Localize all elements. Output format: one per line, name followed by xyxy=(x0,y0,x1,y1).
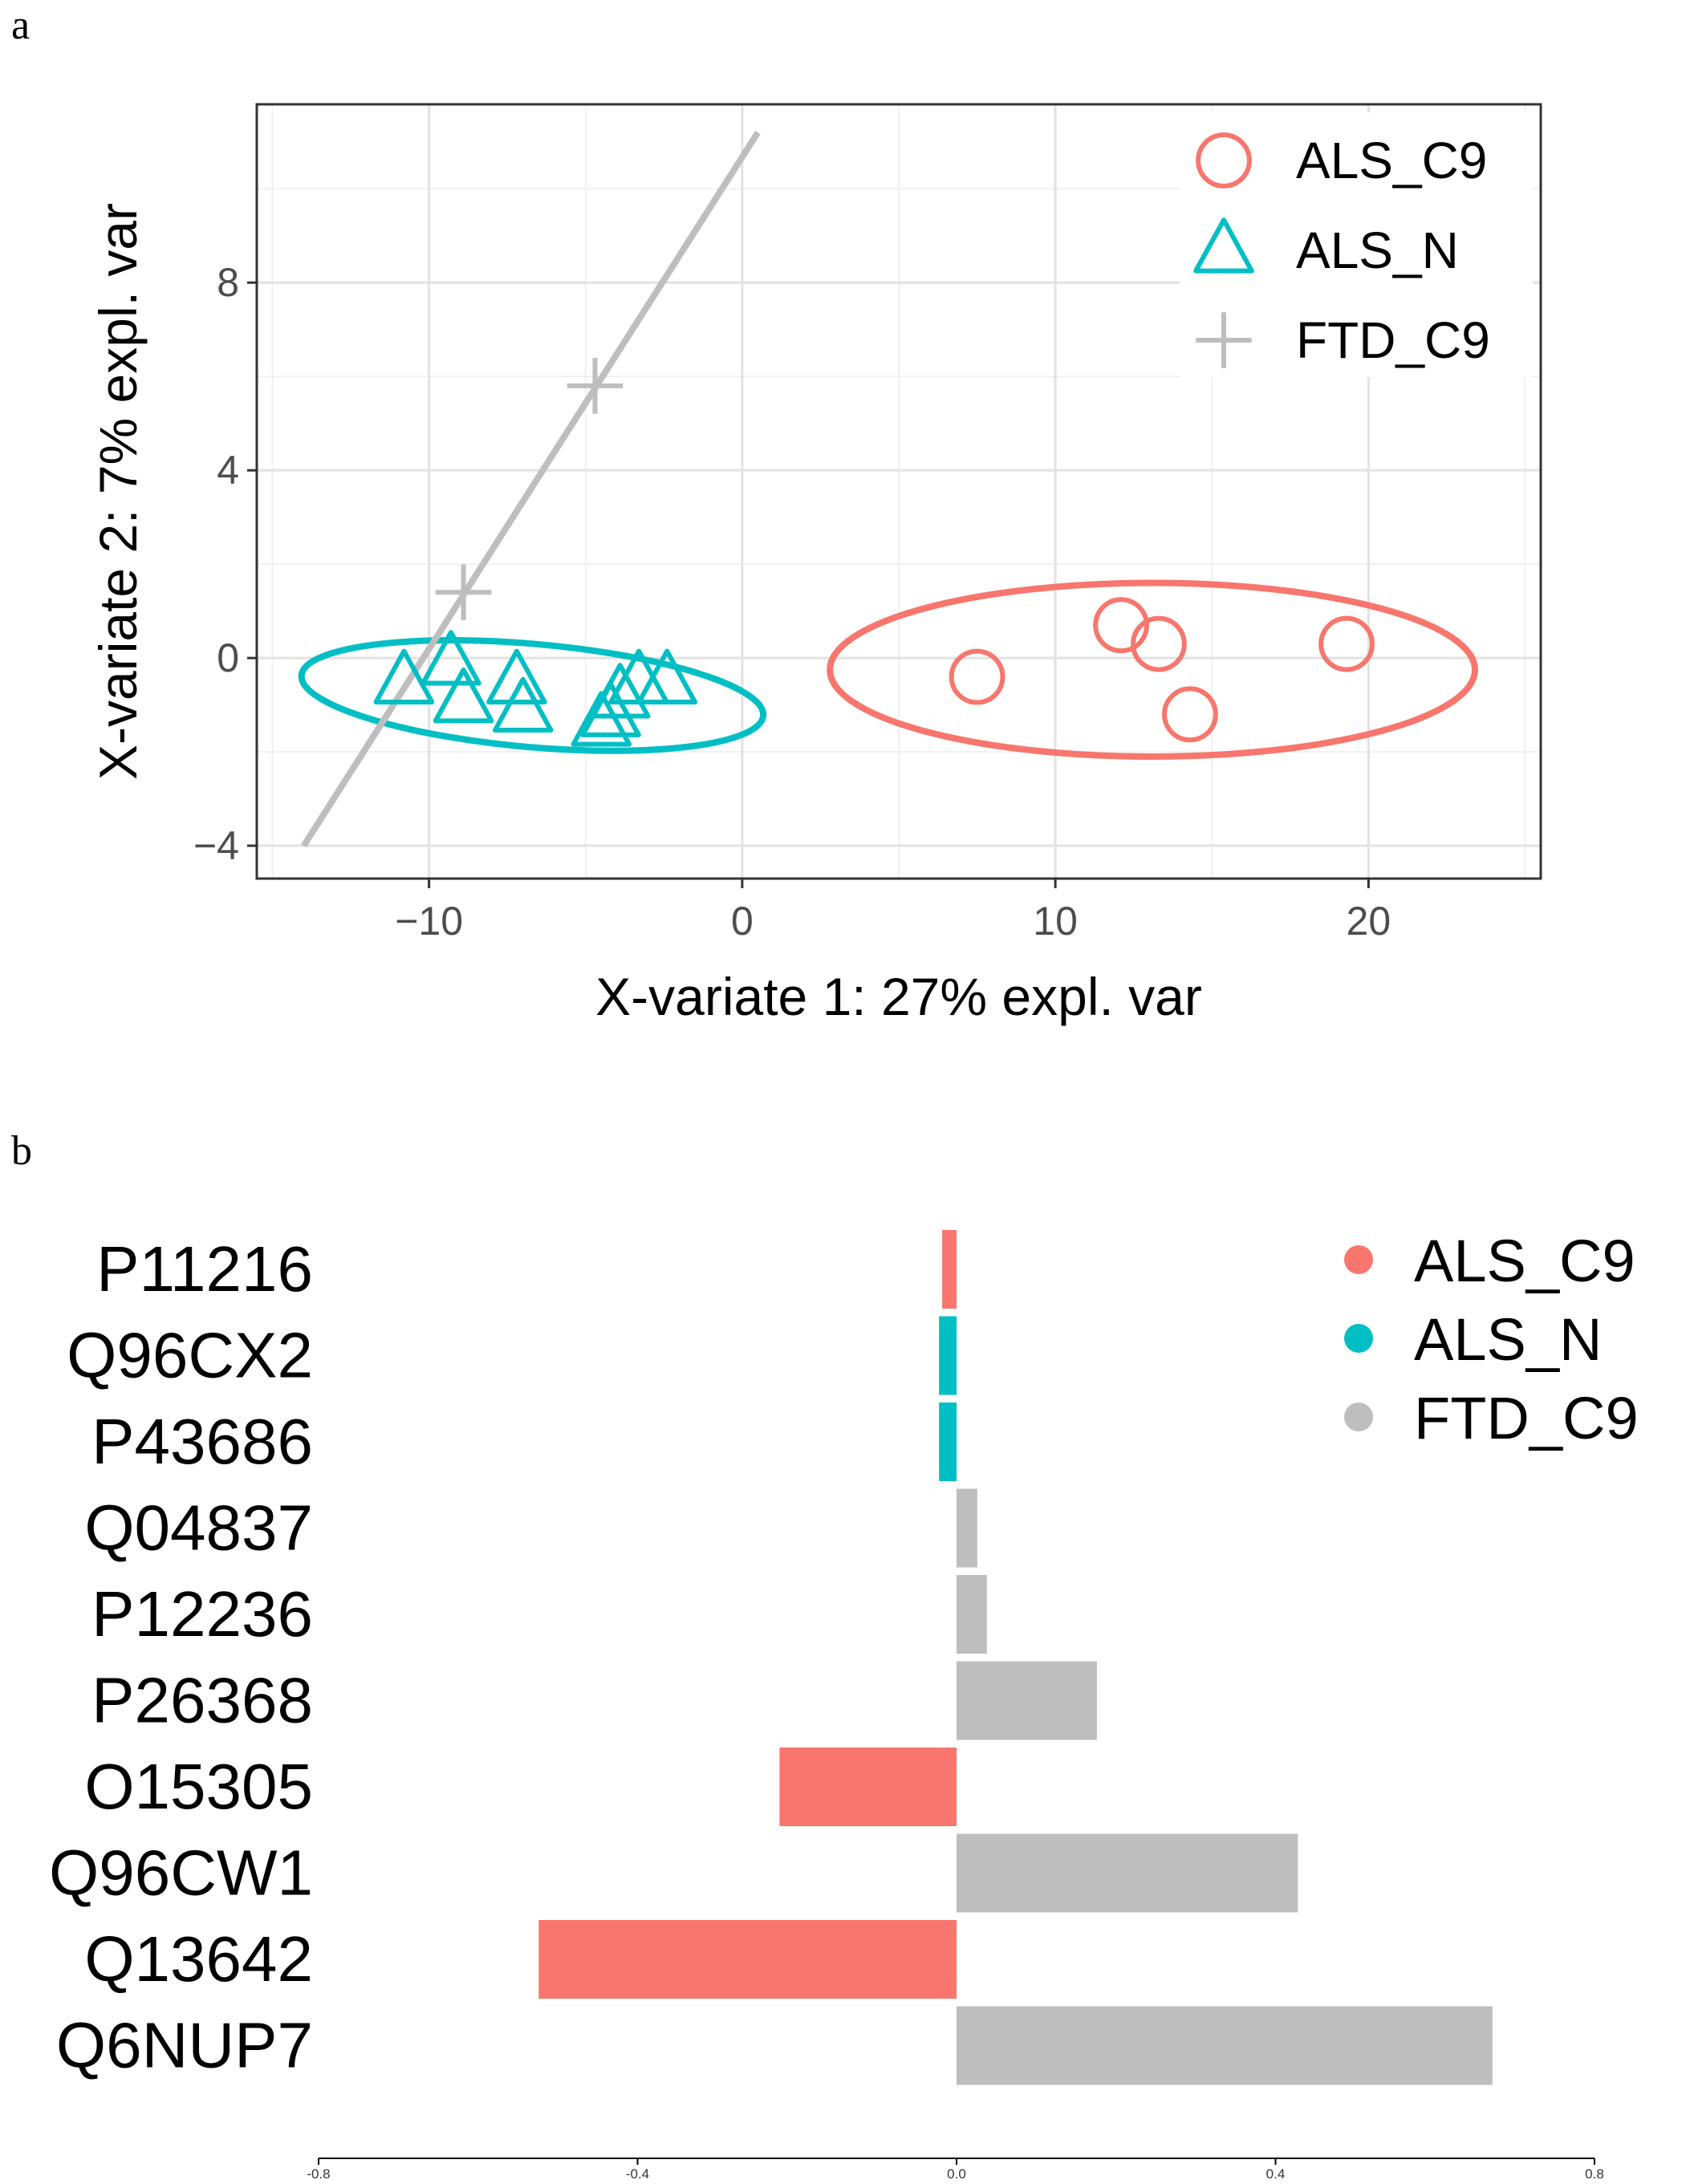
legend-label-als-c9: ALS_C9 xyxy=(1414,1228,1635,1294)
legend-label-ftd-c9: FTD_C9 xyxy=(1296,311,1490,369)
y-tick-label: −4 xyxy=(193,823,239,868)
category-label: Q96CW1 xyxy=(49,1837,313,1909)
bar-q96cx2 xyxy=(939,1316,957,1395)
data-point xyxy=(486,648,547,704)
legend: ALS_C9 ALS_N FTD_C9 xyxy=(1344,1228,1639,1451)
panel-a-label: a xyxy=(11,2,30,48)
category-label: P26368 xyxy=(91,1665,313,1736)
x-tick-label: 0 xyxy=(731,899,754,944)
data-point xyxy=(492,676,554,733)
data-point xyxy=(420,630,481,686)
y-tick-label: 4 xyxy=(217,448,239,493)
x-tick-label: −10 xyxy=(395,899,463,944)
data-point xyxy=(636,648,698,704)
data-point xyxy=(571,691,632,747)
bar-p11216 xyxy=(942,1230,957,1309)
ellipse-als-c9 xyxy=(827,579,1479,760)
bar-q96cw1 xyxy=(957,1833,1298,1913)
legend-dot-als-n xyxy=(1344,1324,1373,1353)
bar-o15305 xyxy=(779,1748,957,1826)
bar-p43686 xyxy=(939,1403,957,1481)
y-axis-title: X-variate 2: 7% expl. var xyxy=(88,203,148,780)
data-point xyxy=(435,564,492,621)
y-tick-label: 8 xyxy=(217,260,239,305)
data-point xyxy=(1318,615,1375,672)
fit-line-ftd-c9 xyxy=(301,130,761,848)
legend-label-als-n: ALS_N xyxy=(1296,221,1459,279)
category-label: P43686 xyxy=(91,1406,313,1477)
bars xyxy=(538,1230,1493,2085)
data-point xyxy=(433,667,494,724)
category-label: P11216 xyxy=(96,1233,313,1305)
ellipse-als-n xyxy=(298,637,767,754)
data-point xyxy=(589,663,651,719)
panel-b-label: b xyxy=(11,1128,32,1174)
data-point xyxy=(373,648,435,704)
plot-border xyxy=(255,103,1542,880)
x-tick-label: 0.0 xyxy=(947,2166,966,2182)
legend-label-als-n: ALS_N xyxy=(1414,1306,1602,1373)
data-point xyxy=(1162,686,1218,743)
x-tick-label: 10 xyxy=(1033,899,1078,944)
series-als-n xyxy=(373,630,698,747)
data-point xyxy=(1131,615,1187,672)
category-label: P12236 xyxy=(91,1578,313,1650)
legend-key-als-n xyxy=(1193,217,1254,274)
x-tick-label: -0.8 xyxy=(307,2166,330,2182)
y-tick-label: 0 xyxy=(217,635,239,680)
x-axis-title: X-variate 1: 27% expl. var xyxy=(595,967,1202,1026)
series-ftd-c9 xyxy=(435,358,624,621)
category-label: Q13642 xyxy=(84,1923,313,1995)
x-tick-label: 0.8 xyxy=(1585,2166,1604,2182)
legend-key-ftd-c9 xyxy=(1196,312,1252,368)
legend-dot-als-c9 xyxy=(1344,1245,1373,1274)
category-label: Q04837 xyxy=(84,1492,313,1564)
category-label: O15305 xyxy=(84,1751,313,1822)
legend: ALS_C9 ALS_N FTD_C9 xyxy=(1180,112,1533,377)
bar-q6nup7 xyxy=(957,2006,1493,2085)
category-label: Q6NUP7 xyxy=(56,2010,313,2081)
data-point xyxy=(949,648,1006,705)
x-tick-label: 0.4 xyxy=(1266,2166,1286,2182)
category-label: Q96CX2 xyxy=(67,1320,313,1391)
scatter-plot: −10 0 10 20 −4 0 4 8 X-variate 1: 27% expl. var X… xyxy=(88,103,1542,1026)
bar-q04837 xyxy=(957,1488,977,1568)
data-point xyxy=(1093,597,1149,654)
series-als-c9 xyxy=(949,597,1375,743)
x-tick-label: 20 xyxy=(1347,899,1391,944)
legend-label-ftd-c9: FTD_C9 xyxy=(1414,1385,1639,1451)
data-point xyxy=(567,358,624,414)
bar-p12236 xyxy=(957,1575,987,1654)
x-tick-label: -0.4 xyxy=(626,2166,649,2182)
legend-key-als-c9 xyxy=(1196,132,1252,189)
bar-q13642 xyxy=(538,1920,957,1999)
legend-label-als-c9: ALS_C9 xyxy=(1296,132,1487,189)
legend-dot-ftd-c9 xyxy=(1344,1403,1373,1431)
bar-p26368 xyxy=(957,1661,1097,1740)
